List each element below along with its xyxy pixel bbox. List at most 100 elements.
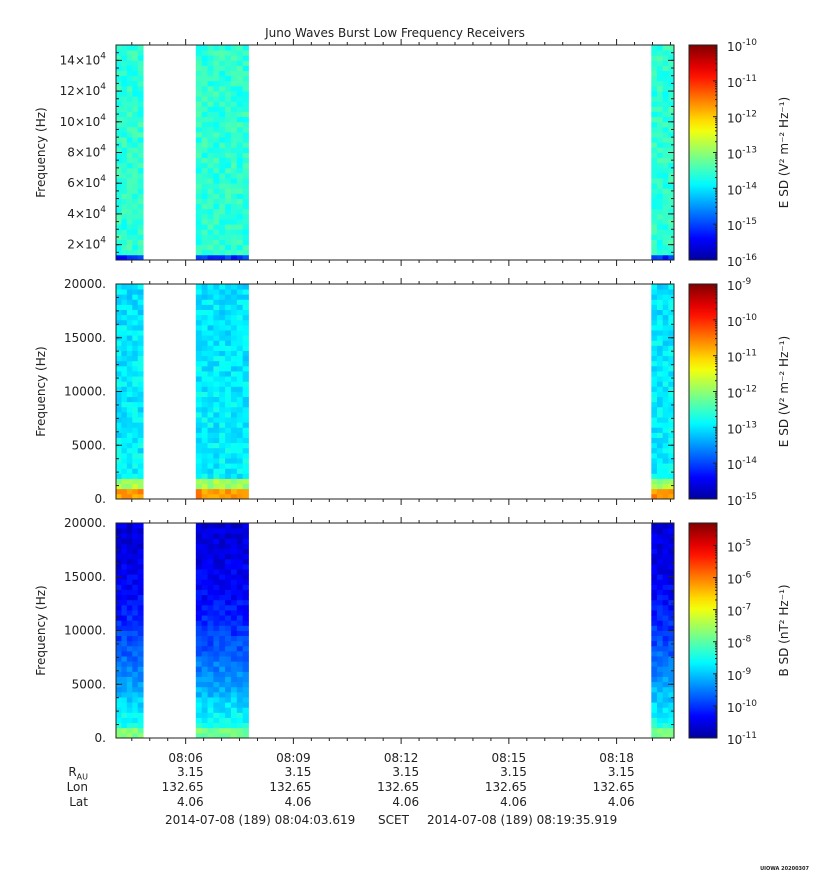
spectrogram-cell [213,666,220,672]
spectrogram-cell [236,60,244,66]
spectrogram-cell [126,188,133,194]
spectrogram-cell [236,589,244,596]
spectrogram-cell [662,162,669,169]
spectrogram-cell [236,558,244,565]
spectrogram-cell [207,239,214,246]
spectrogram-cell [651,167,658,174]
spectrogram-cell [230,640,238,647]
spectrogram-cell [656,543,664,549]
spectrogram-cell [236,610,244,616]
spectrogram-cell [195,697,203,703]
spectrogram-cell [132,488,139,495]
spectrogram-cell [668,702,675,708]
spectrogram-block [115,523,144,739]
spectrogram-cell [230,493,238,500]
spectrogram-cell [242,615,249,621]
spectrogram-cell [656,324,664,331]
spectrogram-cell [219,101,226,107]
spectrogram-cell [242,447,249,454]
spectrogram-cell [668,324,675,331]
spectrogram-cell [207,324,214,331]
spectrogram-cell [662,569,669,575]
spectrogram-cell [242,574,249,580]
spectrogram-cell [195,615,203,621]
spectrogram-cell [132,686,139,693]
spectrogram-cell [242,340,249,346]
spectrogram-cell [213,452,220,459]
spectrogram-cell [207,386,214,392]
spectrogram-cell [242,213,249,220]
spectrogram-cell [219,543,226,549]
spectrogram-cell [207,666,214,672]
spectrogram-cell [121,111,128,118]
spectrogram-cell [242,289,249,295]
spectrogram-cell [195,75,203,82]
spectrogram-cell [121,558,128,565]
spectrogram-cell [137,345,144,351]
spectrogram-cell [651,229,658,235]
spectrogram-cell [213,437,220,444]
spectrogram-cell [242,553,249,560]
spectrogram-cell [115,523,122,529]
spectrogram-cell [121,224,128,230]
spectrogram-cell [213,91,220,97]
spectrogram-cell [662,452,669,459]
spectrogram-cell [137,538,144,544]
spectrogram-cell [121,473,128,479]
spectrogram-cell [213,625,220,631]
spectrogram-cell [230,661,238,667]
spectrogram-cell [230,224,238,230]
spectrogram-cell [225,727,232,734]
spectrogram-cell [242,488,249,495]
colorbar-label: E SD (V² m⁻² Hz⁻¹) [777,97,791,208]
spectrogram-cell [662,101,669,107]
spectrogram-cell [236,635,244,642]
spectrogram-cell [115,106,122,112]
spectrogram-cell [668,635,675,642]
spectrogram-cell [132,314,139,321]
spectrogram-cell [225,106,232,112]
spectrogram-cell [213,458,220,464]
time-range-end: 2014-07-08 (189) 08:19:35.919 [427,813,618,827]
spectrogram-cell [236,411,244,418]
spectrogram-cell [662,594,669,601]
spectrogram-cell [219,80,226,87]
spectrogram-cell [651,254,658,261]
spectrogram-cell [668,697,675,703]
spectrogram-cell [195,360,203,367]
spectrogram-cell [126,589,133,596]
spectrogram-cell [242,60,249,66]
spectrogram-cell [662,473,669,479]
spectrogram-cell [126,330,133,336]
spectrogram-cell [213,167,220,174]
spectrogram-cell [668,483,675,490]
spectrogram-cell [236,376,244,382]
spectrogram-cell [242,493,249,500]
spectrogram-cell [132,213,139,220]
spectrogram-cell [230,345,238,351]
spectrogram-cell [195,137,203,143]
spectrogram-cell [230,589,238,596]
spectrogram-cell [201,188,208,194]
spectrogram-cell [115,183,122,189]
spectrogram-cell [213,85,220,92]
spectrogram-cell [115,137,122,143]
spectrogram-cell [668,599,675,606]
spectrogram-cell [242,640,249,647]
spectrogram-cell [242,599,249,606]
spectrogram-cell [242,381,249,387]
spectrogram-cell [126,635,133,642]
spectrogram-cell [195,493,203,500]
spectrogram-cell [236,213,244,220]
spectrogram-cell [132,523,139,529]
spectrogram-cell [121,417,128,423]
spectrogram-cell [242,350,249,357]
spectrogram-cell [236,437,244,444]
spectrogram-cell [137,411,144,418]
spectrogram-cell [195,335,203,341]
spectrogram-cell [656,289,664,295]
spectrogram-cell [668,548,675,555]
spectrogram-cell [132,309,139,316]
spectrogram-cell [230,523,238,529]
spectrogram-cell [132,294,139,300]
